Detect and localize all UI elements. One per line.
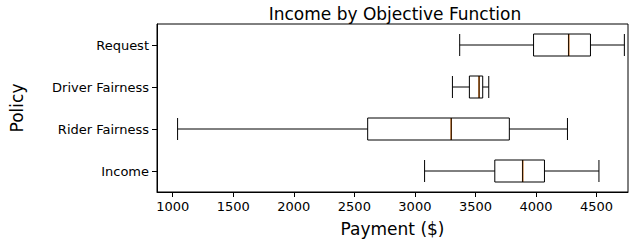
svg-text:4000: 4000 <box>519 199 552 214</box>
svg-text:Request: Request <box>96 38 149 53</box>
svg-text:Income by Objective Function: Income by Objective Function <box>269 4 522 24</box>
svg-text:3500: 3500 <box>459 199 492 214</box>
svg-text:3000: 3000 <box>398 199 431 214</box>
svg-text:Payment ($): Payment ($) <box>341 219 445 239</box>
svg-text:Rider Fairness: Rider Fairness <box>58 122 149 137</box>
svg-text:2500: 2500 <box>338 199 371 214</box>
svg-text:1000: 1000 <box>156 199 189 214</box>
svg-text:2000: 2000 <box>277 199 310 214</box>
svg-text:Policy: Policy <box>7 84 27 133</box>
svg-text:4500: 4500 <box>580 199 613 214</box>
svg-text:Driver Fairness: Driver Fairness <box>52 80 149 95</box>
svg-text:Income: Income <box>101 164 149 179</box>
svg-text:1500: 1500 <box>217 199 250 214</box>
